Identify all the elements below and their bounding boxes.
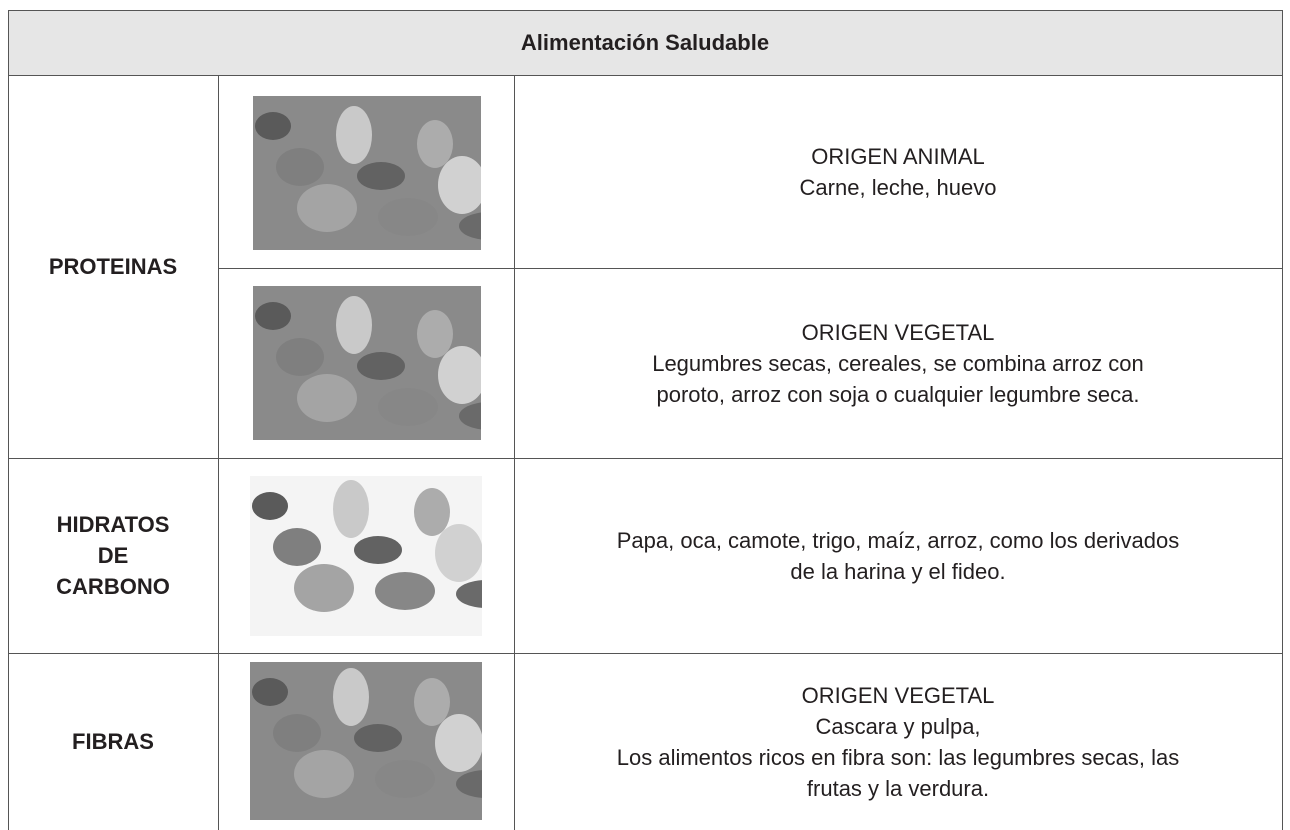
description-line: Carne, leche, huevo (799, 174, 997, 200)
column-border (514, 75, 515, 830)
column-border (1282, 10, 1283, 830)
row-border (8, 653, 1282, 654)
row-border (8, 10, 1282, 11)
food-photo (253, 286, 481, 440)
description-line: Legumbres secas, cereales, se combina ar… (652, 350, 1144, 376)
description-line: Los alimentos ricos en fibra son: las le… (616, 744, 1180, 770)
description-line: ORIGEN VEGETAL (801, 319, 995, 345)
description-line: frutas y la verdura. (806, 775, 990, 801)
category-cell: PROTEINAS (8, 75, 218, 458)
description-line: ORIGEN ANIMAL (811, 143, 985, 169)
header-row: Alimentación Saludable (8, 10, 1282, 75)
description-cell: Papa, oca, camote, trigo, maíz, arroz, c… (514, 458, 1282, 653)
row-border (218, 268, 1282, 269)
column-border (8, 10, 9, 830)
category-label: CARBONO (56, 574, 170, 599)
table-title: Alimentación Saludable (520, 30, 770, 55)
category-label: PROTEINAS (48, 254, 178, 279)
description-cell: ORIGEN VEGETAL Legumbres secas, cereales,… (514, 268, 1282, 458)
category-cell: HIDRATOS DE CARBONO (8, 458, 218, 653)
category-label: DE (97, 543, 129, 568)
description-cell: ORIGEN VEGETAL Cascara y pulpa, Los alimen… (514, 653, 1282, 830)
category-label: HIDRATOS (56, 512, 170, 537)
food-photo (250, 662, 482, 820)
category-cell: FIBRAS (8, 653, 218, 830)
category-label: FIBRAS (72, 729, 154, 754)
food-photo (250, 476, 482, 636)
food-photo (253, 96, 481, 250)
description-line: Papa, oca, camote, trigo, maíz, arroz, c… (616, 527, 1180, 553)
description-line: ORIGEN VEGETAL (801, 682, 995, 708)
description-cell: ORIGEN ANIMAL Carne, leche, huevo (514, 75, 1282, 268)
row-border (8, 458, 1282, 459)
description-line: de la harina y el fideo. (790, 558, 1006, 584)
column-border (218, 75, 219, 830)
description-line: poroto, arroz con soja o cualquier legum… (656, 381, 1140, 407)
description-line: Cascara y pulpa, (815, 713, 981, 739)
row-border (8, 75, 1282, 76)
